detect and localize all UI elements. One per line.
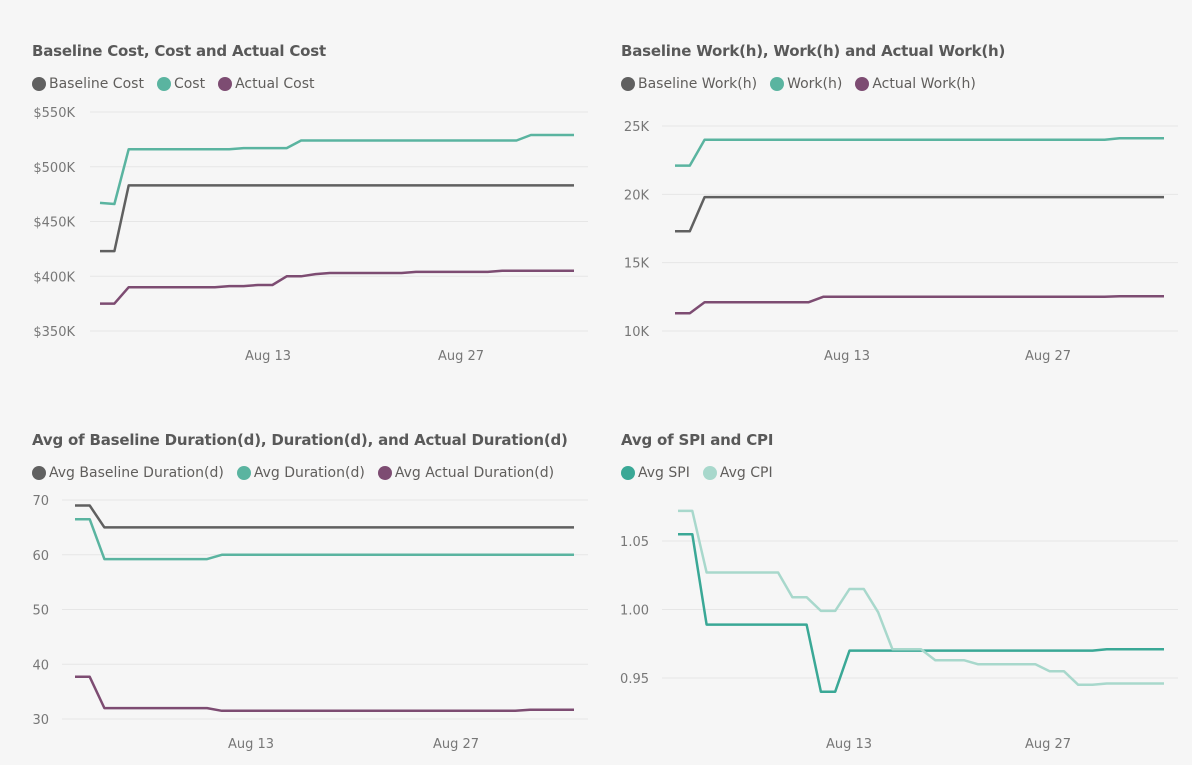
series-line-1 <box>100 184 574 253</box>
legend-label: Avg CPI <box>719 465 773 481</box>
y-tick-label: 30 <box>32 713 49 728</box>
series-line-3 <box>100 269 574 305</box>
legend-item[interactable]: Cost <box>156 76 206 92</box>
chart-legend: Avg Baseline Duration(d) Avg Duration(d)… <box>32 465 567 481</box>
y-tick-label: 15K <box>624 257 650 272</box>
legend-item[interactable]: Avg SPI <box>621 465 690 481</box>
legend-dot-icon <box>621 77 635 91</box>
x-tick-label: Aug 13 <box>826 737 872 752</box>
series-line-2 <box>678 509 1164 687</box>
x-tick-label: Aug 13 <box>228 737 274 752</box>
line-chart[interactable]: 0.95 1.00 1.05 Aug 13 Aug 27 <box>589 431 1192 765</box>
legend-item[interactable]: Baseline Cost <box>32 76 144 92</box>
y-tick-label: $450K <box>33 216 75 231</box>
series-line-2 <box>675 137 1164 167</box>
chart-panel-work: Baseline Work(h), Work(h) and Actual Wor… <box>589 42 1192 372</box>
legend-label: Cost <box>173 76 206 92</box>
y-tick-label: $550K <box>33 106 75 121</box>
y-tick-label: 60 <box>32 549 49 564</box>
line-chart[interactable]: 10K 15K 20K 25K Aug 13 Aug 27 <box>589 42 1192 372</box>
legend-dot-icon <box>32 466 46 480</box>
chart-title: Avg of Baseline Duration(d), Duration(d)… <box>32 431 568 449</box>
series-line-1 <box>675 195 1164 233</box>
legend-dot-icon <box>855 77 870 91</box>
y-tick-label: 50 <box>32 604 49 619</box>
y-tick-label: $500K <box>33 161 75 176</box>
y-tick-label: 40 <box>32 658 49 673</box>
legend-label: Avg SPI <box>638 465 690 481</box>
legend-dot-icon <box>377 466 392 480</box>
chart-legend: Avg SPI Avg CPI <box>621 465 786 481</box>
x-tick-label: Aug 27 <box>1025 349 1071 364</box>
series-line-2 <box>75 517 574 561</box>
legend-label: Actual Cost <box>235 76 315 92</box>
y-tick-label: 1.05 <box>620 535 649 550</box>
legend-item[interactable]: Avg Baseline Duration(d) <box>32 465 224 481</box>
series-line-1 <box>75 504 574 529</box>
legend-dot-icon <box>621 466 635 480</box>
legend-item[interactable]: Avg CPI <box>702 465 773 481</box>
legend-label: Baseline Work(h) <box>638 76 758 92</box>
legend-item[interactable]: Avg Duration(d) <box>236 465 365 481</box>
legend-item[interactable]: Avg Actual Duration(d) <box>377 465 555 481</box>
y-tick-label: 25K <box>624 120 650 135</box>
chart-title: Avg of SPI and CPI <box>621 431 774 449</box>
legend-dot-icon <box>236 466 251 480</box>
y-tick-label: 70 <box>32 494 49 509</box>
legend-item[interactable]: Actual Work(h) <box>855 76 976 92</box>
x-tick-label: Aug 27 <box>1025 737 1071 752</box>
chart-legend: Baseline Cost Cost Actual Cost <box>32 76 328 92</box>
legend-label: Avg Duration(d) <box>253 465 365 481</box>
legend-label: Work(h) <box>787 76 843 92</box>
legend-dot-icon <box>32 77 46 91</box>
legend-dot-icon <box>218 77 233 91</box>
series-line-1 <box>678 532 1164 693</box>
chart-title: Baseline Cost, Cost and Actual Cost <box>32 42 326 60</box>
x-tick-label: Aug 13 <box>245 349 291 364</box>
line-chart[interactable]: 30 40 50 60 70 Aug 13 Aug 27 <box>0 431 596 765</box>
chart-panel-cost: Baseline Cost, Cost and Actual Cost Base… <box>0 42 596 372</box>
chart-legend: Baseline Work(h) Work(h) Actual Work(h) <box>621 76 989 92</box>
y-tick-label: $400K <box>33 270 75 285</box>
line-chart[interactable]: $350K $400K $450K $500K $550K Aug 13 Aug 27 <box>0 42 596 372</box>
x-tick-label: Aug 27 <box>438 349 484 364</box>
legend-label: Avg Baseline Duration(d) <box>49 465 224 481</box>
chart-panel-spi-cpi: Avg of SPI and CPI Avg SPI Avg CPI 0.95 1… <box>589 431 1192 765</box>
series-line-2 <box>99 133 574 206</box>
legend-label: Actual Work(h) <box>872 76 976 92</box>
chart-panel-duration: Avg of Baseline Duration(d), Duration(d)… <box>0 431 596 765</box>
y-tick-label: 10K <box>624 325 650 340</box>
legend-dot-icon <box>156 77 171 91</box>
legend-dot-icon <box>770 77 785 91</box>
series-line-3 <box>675 294 1164 315</box>
legend-label: Avg Actual Duration(d) <box>394 465 555 481</box>
series-line-3 <box>75 675 574 713</box>
y-tick-label: 1.00 <box>620 604 649 619</box>
legend-item[interactable]: Work(h) <box>770 76 842 92</box>
y-tick-label: $350K <box>33 325 75 340</box>
y-tick-label: 0.95 <box>620 672 649 687</box>
legend-item[interactable]: Actual Cost <box>218 76 315 92</box>
legend-label: Baseline Cost <box>49 76 144 92</box>
x-tick-label: Aug 13 <box>824 349 870 364</box>
y-tick-label: 20K <box>624 188 650 203</box>
legend-dot-icon <box>702 466 717 480</box>
x-tick-label: Aug 27 <box>433 737 479 752</box>
legend-item[interactable]: Baseline Work(h) <box>621 76 757 92</box>
chart-title: Baseline Work(h), Work(h) and Actual Wor… <box>621 42 1006 60</box>
